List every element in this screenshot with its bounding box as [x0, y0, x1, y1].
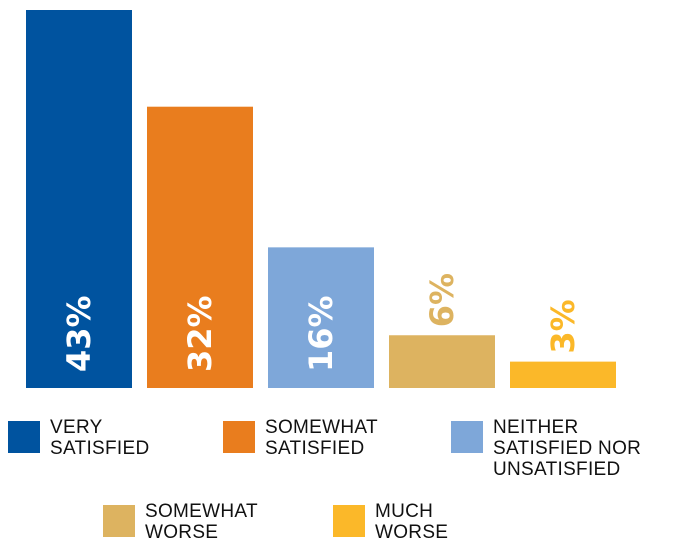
legend-label-much-worse: MUCH WORSE [375, 501, 449, 543]
legend-swatch-neither [451, 421, 483, 453]
legend-item-neither: NEITHER SATISFIED NOR UNSATISFIED [451, 417, 641, 480]
value-label-somewhat-worse: 6% [423, 273, 461, 327]
legend-item-somewhat-satisfied: SOMEWHAT SATISFIED [223, 417, 378, 459]
legend-label-somewhat-satisfied: SOMEWHAT SATISFIED [265, 417, 378, 459]
bars-group [26, 10, 616, 388]
bar-neither [268, 247, 374, 388]
bar-very-satisfied [26, 10, 132, 388]
legend-swatch-much-worse [333, 505, 365, 537]
bar-chart: 43% 32% 16% 6% 3% [26, 10, 616, 388]
legend-item-somewhat-worse: SOMEWHAT WORSE [103, 501, 258, 543]
bar-somewhat-worse [389, 335, 495, 388]
legend-swatch-very-satisfied [8, 421, 40, 453]
bar-somewhat-satisfied [147, 106, 253, 388]
value-label-neither: 16% [302, 295, 340, 372]
legend-label-neither: NEITHER SATISFIED NOR UNSATISFIED [493, 417, 642, 480]
value-label-somewhat-satisfied: 32% [181, 295, 219, 372]
legend-item-very-satisfied: VERY SATISFIED [8, 417, 149, 459]
bar-much-worse [510, 361, 616, 388]
legend-label-very-satisfied: VERY SATISFIED [50, 417, 150, 459]
value-labels-group: 43% 32% 16% 6% 3% [60, 273, 582, 372]
legend-label-somewhat-worse: SOMEWHAT WORSE [145, 501, 258, 543]
legend-swatch-somewhat-satisfied [223, 421, 255, 453]
value-label-much-worse: 3% [544, 299, 582, 353]
legend-item-much-worse: MUCH WORSE [333, 501, 448, 543]
legend-swatch-somewhat-worse [103, 505, 135, 537]
value-label-very-satisfied: 43% [60, 295, 98, 372]
